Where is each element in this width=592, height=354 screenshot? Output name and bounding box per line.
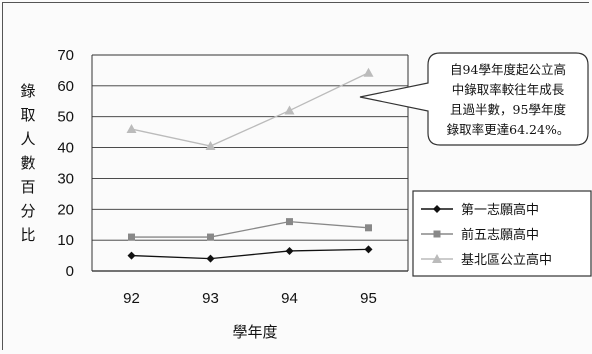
data-point [128,233,135,241]
data-point [363,67,374,77]
data-point [206,254,215,263]
callout-text-line: 錄取率更達64.24%。 [447,122,570,137]
y-tick-label: 70 [57,47,74,64]
legend-label: 前五志願高中 [461,227,539,243]
chart-frame [2,2,589,350]
x-tick-label: 93 [202,290,219,307]
legend-swatch-marker [432,254,442,263]
data-point [205,141,216,151]
x-tick-label: 95 [360,290,377,307]
y-axis-label-char: 錄 [20,82,35,100]
callout-text-line: 且過半數，95學年度 [450,102,566,117]
x-axis-label: 學年度 [232,323,277,341]
legend-label: 基北區公立高中 [461,252,552,268]
series-line [131,220,369,238]
legend-item: 基北區公立高中 [421,252,552,268]
data-point [285,246,294,255]
y-tick-label: 0 [66,263,74,280]
y-tick-label: 40 [57,140,74,157]
annotation-callout: 自94學年度起公立高中錄取率較往年成長且過半數，95學年度錄取率更達64.24%… [359,52,589,146]
series-line [131,248,369,260]
series-3 [126,67,374,151]
data-point [207,233,214,241]
grid-lines [91,54,409,272]
data-point [284,105,295,115]
series-2 [128,218,372,241]
legend-box [412,190,592,277]
data-point [286,218,293,226]
data-point [127,251,136,260]
legend-item: 前五志願高中 [421,227,539,243]
series-1 [127,245,373,263]
legend-item: 第一志願高中 [421,202,539,218]
series-line [131,72,369,147]
y-tick-label: 10 [57,232,74,249]
data-point [126,124,137,134]
series-layer [126,67,374,263]
data-point [365,224,372,232]
y-axis-label-char: 人 [20,130,35,148]
y-axis-label-char: 取 [20,106,35,124]
y-tick-label: 60 [57,78,74,95]
y-axis-label-char: 數 [20,154,35,172]
x-axis-ticks: 92 93 94 95 [123,290,377,307]
legend-swatch-marker [433,230,441,238]
y-tick-label: 20 [57,201,74,218]
y-axis-ticks: 0 10 20 30 40 50 60 70 [57,47,74,280]
x-tick-label: 94 [281,290,298,307]
data-point [364,245,373,254]
legend-label: 第一志願高中 [461,202,539,218]
y-tick-label: 30 [57,170,74,187]
callout-text-line: 自94學年度起公立高 [450,62,566,77]
callout-bubble [359,52,589,146]
legend-swatch-marker [433,205,441,213]
y-tick-label: 50 [57,109,74,126]
y-axis-label-char: 分 [20,202,35,220]
y-axis-label-char: 比 [20,226,35,244]
y-axis-label-char: 百 [20,178,35,196]
callout-text-line: 中錄取率較往年成長 [452,82,565,97]
x-tick-label: 92 [123,290,140,307]
